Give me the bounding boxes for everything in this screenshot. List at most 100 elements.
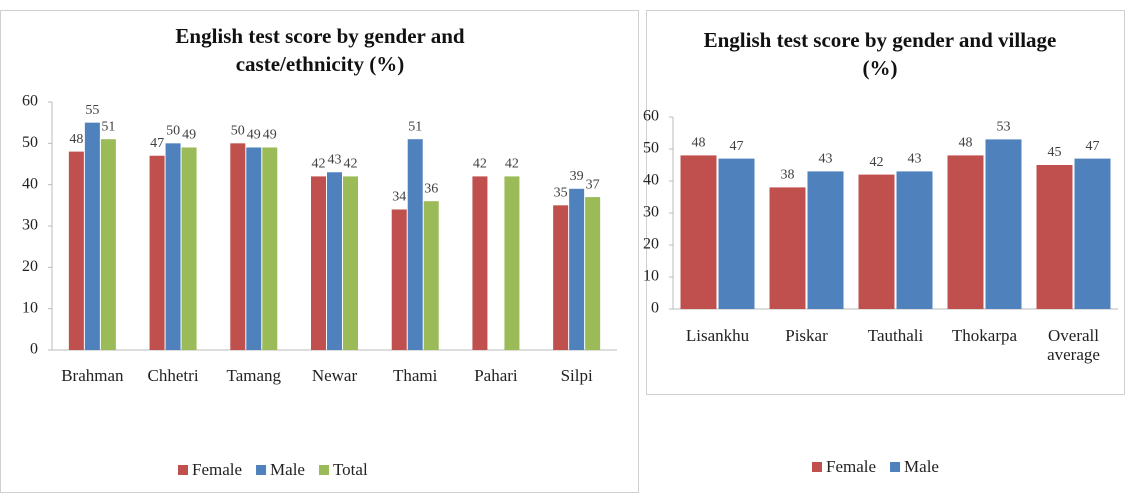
y-tick-label: 50 <box>643 140 659 157</box>
bar <box>1036 165 1073 309</box>
data-label: 43 <box>819 152 833 167</box>
data-label: 48 <box>692 136 706 151</box>
x-tick-label: Newar <box>311 366 358 385</box>
bar <box>585 197 601 350</box>
bar <box>246 147 262 350</box>
x-tick-label: Pahari <box>474 366 518 385</box>
x-tick-label: Overall average <box>1047 326 1100 364</box>
data-label: 47 <box>1086 139 1100 154</box>
legend-swatch <box>812 462 822 472</box>
bar <box>100 139 116 350</box>
bar <box>504 176 520 350</box>
data-label: 49 <box>182 128 196 143</box>
y-tick-label: 30 <box>22 217 38 234</box>
y-tick-label: 60 <box>22 93 38 110</box>
data-label: 37 <box>586 177 600 192</box>
bar <box>84 122 100 351</box>
y-tick-label: 60 <box>643 108 659 125</box>
x-tick-label: Silpi <box>560 366 593 385</box>
data-label: 43 <box>908 152 922 167</box>
data-label: 39 <box>570 169 584 184</box>
data-label: 55 <box>85 103 99 118</box>
y-tick-label: 30 <box>643 204 659 221</box>
y-tick-label: 0 <box>651 300 659 317</box>
data-label: 45 <box>1048 145 1062 160</box>
data-label: 43 <box>328 152 342 167</box>
data-label: 50 <box>231 124 245 139</box>
data-label: 42 <box>344 157 358 172</box>
data-label: 36 <box>424 181 438 196</box>
data-label: 51 <box>101 119 115 134</box>
bar <box>472 176 488 350</box>
x-tick-label: Chhetri <box>147 366 199 385</box>
legend-label: Male <box>904 457 939 476</box>
data-label: 48 <box>69 132 83 147</box>
legend-swatch <box>256 465 267 475</box>
bar <box>947 155 984 309</box>
x-tick-label: Thokarpa <box>951 326 1018 345</box>
x-tick-label: Thami <box>393 366 438 385</box>
y-tick-label: 50 <box>22 134 38 151</box>
data-label: 35 <box>554 186 568 201</box>
bar <box>165 143 181 350</box>
data-label: 42 <box>312 157 326 172</box>
y-tick-label: 0 <box>30 341 38 358</box>
data-label: 53 <box>997 120 1011 135</box>
bar <box>68 151 84 350</box>
bar <box>569 188 585 350</box>
bar <box>311 176 326 350</box>
y-tick-label: 40 <box>22 175 38 192</box>
y-tick-label: 20 <box>643 236 659 253</box>
legend-label: Female <box>826 457 876 476</box>
legend-swatch <box>890 462 901 472</box>
bar <box>262 147 278 350</box>
bar <box>769 187 806 309</box>
x-tick-label: Tauthali <box>867 326 924 345</box>
data-label: 48 <box>959 136 973 151</box>
x-tick-label: Piskar <box>785 326 828 345</box>
y-tick-label: 10 <box>22 299 38 316</box>
bar <box>149 155 165 350</box>
bar <box>181 147 197 350</box>
data-label: 49 <box>247 128 261 143</box>
data-label: 38 <box>781 168 795 183</box>
bar <box>230 143 246 350</box>
bar <box>807 171 844 309</box>
legend-label: Male <box>270 460 305 479</box>
bar <box>1074 158 1111 309</box>
x-tick-label: Lisankhu <box>685 326 750 345</box>
bar <box>553 205 569 350</box>
legend-label: Total <box>333 460 368 479</box>
y-tick-label: 20 <box>22 258 38 275</box>
chart-title: English test score by gender and village… <box>703 28 1057 80</box>
y-tick-label: 10 <box>643 268 659 285</box>
data-label: 50 <box>166 124 180 139</box>
data-label: 42 <box>473 157 487 172</box>
data-label: 42 <box>505 157 519 172</box>
bar <box>858 174 895 309</box>
legend-swatch <box>178 465 188 475</box>
legend-swatch <box>318 465 329 475</box>
data-label: 47 <box>730 139 744 154</box>
x-tick-label: Brahman <box>61 366 124 385</box>
data-label: 51 <box>408 119 422 134</box>
bar <box>343 176 358 350</box>
legend-label: Female <box>192 460 242 479</box>
bar <box>718 158 755 309</box>
bar <box>896 171 933 309</box>
bar <box>680 155 717 309</box>
data-label: 49 <box>263 128 277 143</box>
data-label: 34 <box>392 190 406 205</box>
chart-title: English test score by gender and caste/e… <box>175 24 465 76</box>
data-label: 47 <box>150 136 164 151</box>
y-tick-label: 40 <box>643 172 659 189</box>
x-tick-label: Tamang <box>226 366 282 385</box>
bar <box>407 139 423 350</box>
bar <box>327 172 342 350</box>
bar <box>423 201 439 350</box>
bar <box>985 139 1022 309</box>
bar <box>391 209 407 350</box>
data-label: 42 <box>870 155 884 170</box>
